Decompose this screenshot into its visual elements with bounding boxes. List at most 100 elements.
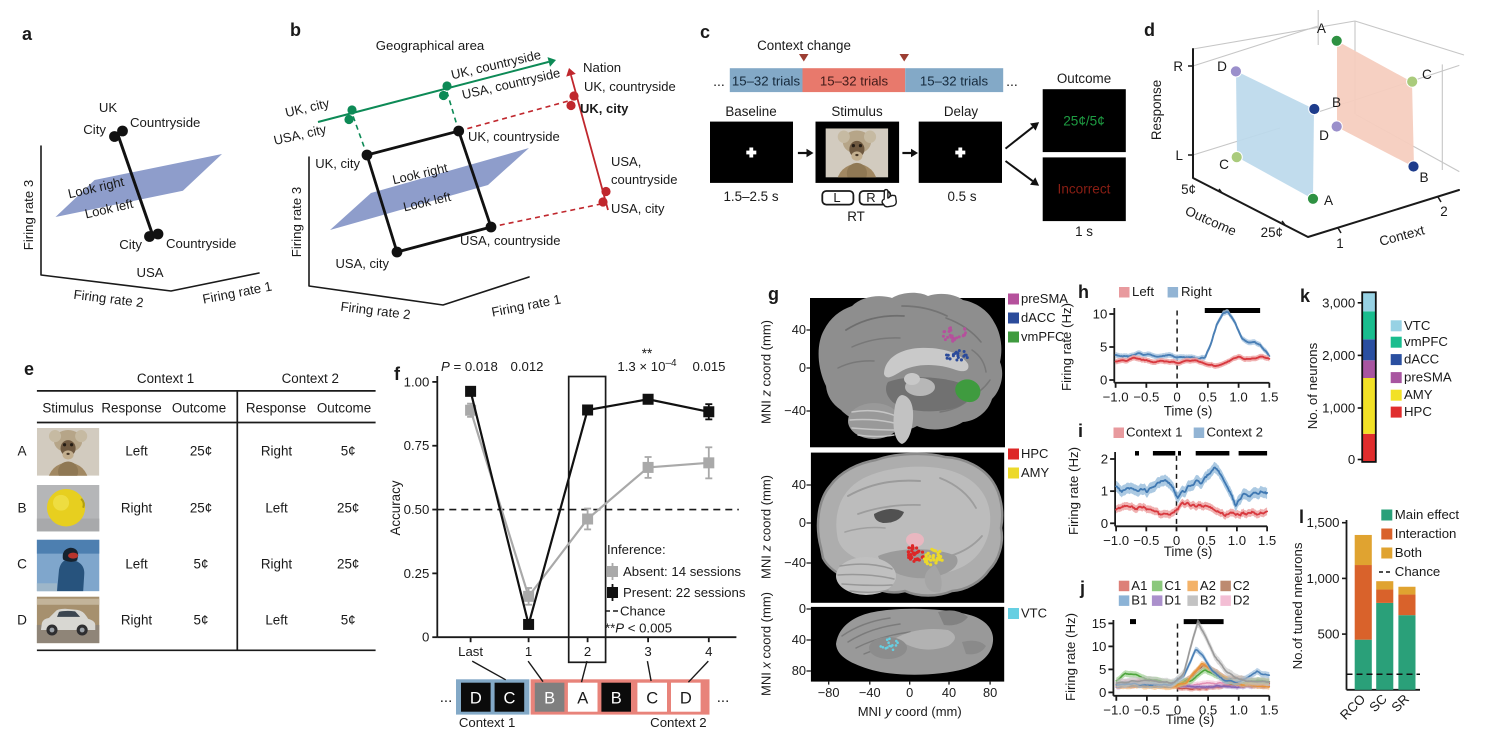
svg-text:L: L bbox=[833, 190, 840, 205]
svg-text:Context 1: Context 1 bbox=[1126, 425, 1182, 440]
svg-text:25¢: 25¢ bbox=[337, 501, 359, 516]
svg-text:5¢: 5¢ bbox=[341, 612, 356, 627]
svg-text:Context 2: Context 2 bbox=[650, 715, 706, 730]
svg-text:Accuracy: Accuracy bbox=[388, 480, 403, 535]
svg-text:1.5: 1.5 bbox=[1260, 389, 1278, 404]
svg-text:D2: D2 bbox=[1233, 593, 1250, 608]
svg-text:−80: −80 bbox=[818, 685, 840, 700]
svg-text:0.5: 0.5 bbox=[1199, 389, 1217, 404]
svg-text:Both: Both bbox=[1395, 545, 1422, 560]
svg-text:AMY: AMY bbox=[1021, 465, 1050, 480]
svg-text:P = 0.018: P = 0.018 bbox=[441, 359, 498, 374]
svg-text:Firing rate (Hz): Firing rate (Hz) bbox=[1059, 303, 1074, 391]
svg-text:D: D bbox=[680, 690, 692, 708]
svg-text:USA, city: USA, city bbox=[611, 201, 665, 216]
svg-text:5¢: 5¢ bbox=[341, 444, 356, 459]
svg-text:f: f bbox=[394, 364, 401, 384]
svg-text:500: 500 bbox=[1317, 627, 1339, 642]
svg-text:Outcome: Outcome bbox=[317, 401, 371, 416]
svg-text:0: 0 bbox=[1101, 516, 1108, 531]
svg-text:Time (s): Time (s) bbox=[1164, 544, 1213, 559]
svg-text:preSMA: preSMA bbox=[1404, 370, 1452, 385]
svg-text:MNI y coord (mm): MNI y coord (mm) bbox=[858, 704, 962, 719]
svg-text:25¢: 25¢ bbox=[190, 444, 212, 459]
svg-text:−1.0: −1.0 bbox=[1103, 533, 1129, 548]
svg-text:A: A bbox=[17, 444, 27, 459]
svg-text:City: City bbox=[83, 122, 106, 137]
svg-text:25¢: 25¢ bbox=[190, 501, 212, 516]
svg-text:Last: Last bbox=[458, 644, 483, 659]
svg-text:D: D bbox=[1217, 59, 1227, 74]
svg-text:1.3 × 10–4: 1.3 × 10–4 bbox=[617, 358, 677, 375]
svg-text:UK, countryside: UK, countryside bbox=[584, 79, 676, 94]
svg-text:0: 0 bbox=[1174, 702, 1181, 717]
svg-text:15–32 trials: 15–32 trials bbox=[920, 74, 989, 89]
svg-text:Response: Response bbox=[246, 401, 306, 416]
svg-text:80: 80 bbox=[983, 685, 997, 700]
svg-text:Time (s): Time (s) bbox=[1166, 712, 1215, 727]
svg-text:Response: Response bbox=[1149, 80, 1164, 140]
svg-text:**: ** bbox=[642, 346, 652, 361]
svg-text:MNI x coord (mm): MNI x coord (mm) bbox=[758, 592, 773, 696]
svg-text:Response: Response bbox=[101, 401, 161, 416]
svg-text:Firing rate (Hz): Firing rate (Hz) bbox=[1066, 447, 1081, 535]
svg-text:1: 1 bbox=[525, 644, 532, 659]
svg-text:−0.5: −0.5 bbox=[1134, 702, 1160, 717]
svg-text:Left: Left bbox=[1132, 284, 1154, 299]
svg-text:No.of tuned nneurons: No.of tuned nneurons bbox=[1290, 542, 1305, 669]
svg-text:5¢: 5¢ bbox=[1181, 182, 1196, 197]
svg-text:0: 0 bbox=[799, 601, 806, 616]
svg-text:UK, city: UK, city bbox=[580, 101, 629, 116]
svg-text:C: C bbox=[17, 557, 27, 572]
svg-text:Chance: Chance bbox=[1395, 564, 1440, 579]
svg-text:Left: Left bbox=[265, 612, 288, 627]
svg-text:C: C bbox=[1422, 67, 1432, 82]
svg-text:City: City bbox=[119, 237, 142, 252]
svg-text:Context change: Context change bbox=[757, 38, 851, 53]
svg-text:1,000: 1,000 bbox=[1322, 401, 1355, 416]
svg-text:3: 3 bbox=[644, 644, 651, 659]
svg-text:Left: Left bbox=[125, 444, 148, 459]
svg-text:Stimulus: Stimulus bbox=[42, 401, 94, 416]
svg-text:...: ... bbox=[717, 689, 730, 706]
svg-text:2: 2 bbox=[584, 644, 591, 659]
svg-text:0: 0 bbox=[1099, 685, 1106, 700]
svg-text:0.5 s: 0.5 s bbox=[947, 189, 976, 204]
svg-text:−1.0: −1.0 bbox=[1103, 389, 1129, 404]
svg-text:R: R bbox=[866, 190, 875, 205]
svg-text:...: ... bbox=[440, 689, 453, 706]
svg-text:0: 0 bbox=[906, 685, 913, 700]
svg-text:Chance: Chance bbox=[620, 604, 665, 619]
svg-text:g: g bbox=[768, 284, 779, 304]
svg-text:15–32 trials: 15–32 trials bbox=[820, 74, 889, 89]
svg-text:Firing rate 3: Firing rate 3 bbox=[21, 180, 36, 250]
svg-text:Interaction: Interaction bbox=[1395, 526, 1457, 541]
svg-text:Time (s): Time (s) bbox=[1164, 404, 1213, 419]
svg-text:1.5: 1.5 bbox=[1260, 702, 1278, 717]
svg-text:4: 4 bbox=[705, 644, 712, 659]
svg-text:vmPFC: vmPFC bbox=[1404, 334, 1448, 349]
svg-text:Context 2: Context 2 bbox=[282, 371, 339, 386]
svg-text:80: 80 bbox=[792, 663, 806, 678]
svg-text:−40: −40 bbox=[859, 685, 881, 700]
svg-text:C: C bbox=[646, 690, 658, 708]
svg-text:Context 1: Context 1 bbox=[459, 715, 515, 730]
svg-text:Present: 22 sessions: Present: 22 sessions bbox=[623, 585, 746, 600]
svg-text:Outcome: Outcome bbox=[1057, 71, 1111, 86]
svg-text:Context 1: Context 1 bbox=[137, 371, 194, 386]
svg-text:1.5–2.5 s: 1.5–2.5 s bbox=[723, 189, 778, 204]
svg-text:preSMA: preSMA bbox=[1021, 291, 1068, 306]
svg-text:B: B bbox=[1419, 170, 1428, 185]
svg-text:−0.5: −0.5 bbox=[1133, 389, 1159, 404]
svg-text:C: C bbox=[1219, 157, 1229, 172]
svg-text:MNI z coord (mm): MNI z coord (mm) bbox=[758, 320, 773, 424]
svg-text:dACC: dACC bbox=[1404, 352, 1440, 367]
svg-text:−1.0: −1.0 bbox=[1103, 702, 1129, 717]
svg-text:D: D bbox=[17, 612, 27, 627]
svg-text:0: 0 bbox=[1173, 533, 1180, 548]
svg-text:AMY: AMY bbox=[1404, 387, 1433, 402]
svg-text:40: 40 bbox=[792, 632, 806, 647]
svg-text:1.0: 1.0 bbox=[1228, 533, 1246, 548]
svg-text:B: B bbox=[611, 690, 622, 708]
svg-text:Right: Right bbox=[1181, 284, 1212, 299]
